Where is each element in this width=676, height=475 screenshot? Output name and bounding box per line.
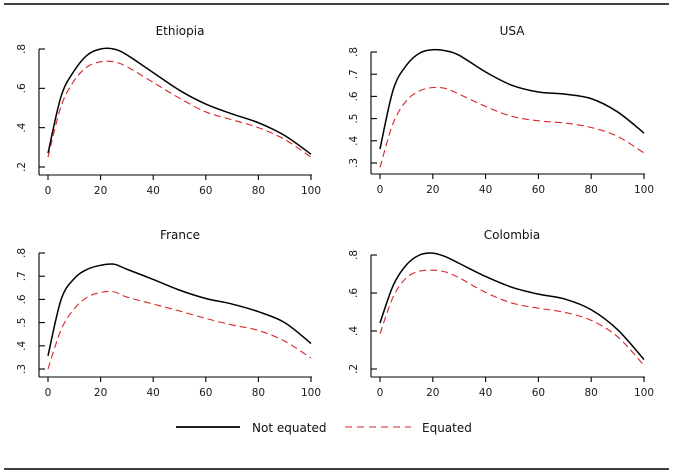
y-tick-label: .2	[348, 364, 360, 374]
x-tick-label: 60	[199, 387, 212, 399]
panel-title: France	[160, 228, 200, 242]
y-tick-label: .6	[16, 83, 28, 93]
y-tick-label: .3	[16, 364, 28, 374]
x-tick-label: 0	[377, 184, 384, 196]
y-tick-label: .6	[348, 288, 360, 298]
series-line-not-equated	[379, 252, 645, 360]
y-tick-label: .2	[16, 162, 28, 172]
y-tick-label: .4	[16, 122, 28, 132]
panels: Ethiopia 0 20 40 60 80 100 .2 .4 .6 .8 USA 0 20 40 60 80…	[16, 24, 654, 399]
y-tick-label: .6	[16, 294, 28, 304]
y-tick-label: .8	[348, 47, 360, 57]
x-tick-label: 80	[252, 185, 265, 197]
x-tick-label: 20	[426, 387, 439, 399]
x-tick-label: 100	[634, 184, 654, 196]
legend-label-not-equated: Not equated	[252, 421, 327, 435]
panel-colombia: Colombia 0 20 40 60 80 100 .2 .4 .6 .8	[348, 228, 654, 399]
x-tick-label: 100	[301, 387, 321, 399]
y-tick-label: .3	[348, 158, 360, 168]
y-tick-label: .6	[348, 91, 360, 101]
x-tick-label: 40	[147, 185, 160, 197]
x-tick-label: 60	[199, 185, 212, 197]
y-tick-label: .8	[348, 250, 360, 260]
series-line-equated	[47, 60, 312, 158]
x-tick-label: 0	[377, 387, 384, 399]
series-line-not-equated	[379, 48, 645, 150]
x-tick-label: 60	[532, 184, 545, 196]
x-tick-label: 40	[479, 184, 492, 196]
x-tick-label: 100	[301, 185, 321, 197]
x-tick-label: 20	[94, 185, 107, 197]
y-tick-label: .4	[348, 135, 360, 145]
x-tick-label: 0	[45, 387, 52, 399]
y-tick-label: .4	[16, 340, 28, 350]
x-tick-label: 0	[45, 185, 52, 197]
y-tick-label: .5	[348, 114, 360, 124]
x-tick-label: 80	[585, 387, 598, 399]
x-tick-label: 20	[426, 184, 439, 196]
series-line-equated	[379, 86, 645, 168]
x-tick-label: 60	[532, 387, 545, 399]
y-tick-label: .8	[16, 248, 28, 258]
legend-label-equated: Equated	[422, 421, 472, 435]
panel-title: Colombia	[484, 228, 540, 242]
legend: Not equated Equated	[176, 421, 472, 435]
y-tick-label: .4	[348, 326, 360, 336]
x-tick-label: 40	[147, 387, 160, 399]
x-tick-label: 100	[634, 387, 654, 399]
y-tick-label: .7	[16, 271, 28, 281]
y-tick-label: .5	[16, 318, 28, 328]
series-line-not-equated	[47, 263, 312, 356]
panel-ethiopia: Ethiopia 0 20 40 60 80 100 .2 .4 .6 .8	[16, 24, 321, 197]
panel-title: Ethiopia	[156, 24, 205, 38]
panel-title: USA	[500, 24, 526, 38]
x-tick-label: 80	[252, 387, 265, 399]
series-line-equated	[47, 290, 312, 370]
x-tick-label: 40	[479, 387, 492, 399]
series-line-equated	[379, 269, 645, 366]
series-line-not-equated	[47, 47, 312, 155]
y-tick-label: .8	[16, 44, 28, 54]
x-tick-label: 20	[94, 387, 107, 399]
panel-france: France 0 20 40 60 80 100 .3 .4 .5 .6 .7 .8	[16, 228, 321, 399]
x-tick-label: 80	[585, 184, 598, 196]
panel-usa: USA 0 20 40 60 80 100 .3 .4 .5 .6 .7 .8	[348, 24, 654, 196]
y-tick-label: .7	[348, 69, 360, 79]
